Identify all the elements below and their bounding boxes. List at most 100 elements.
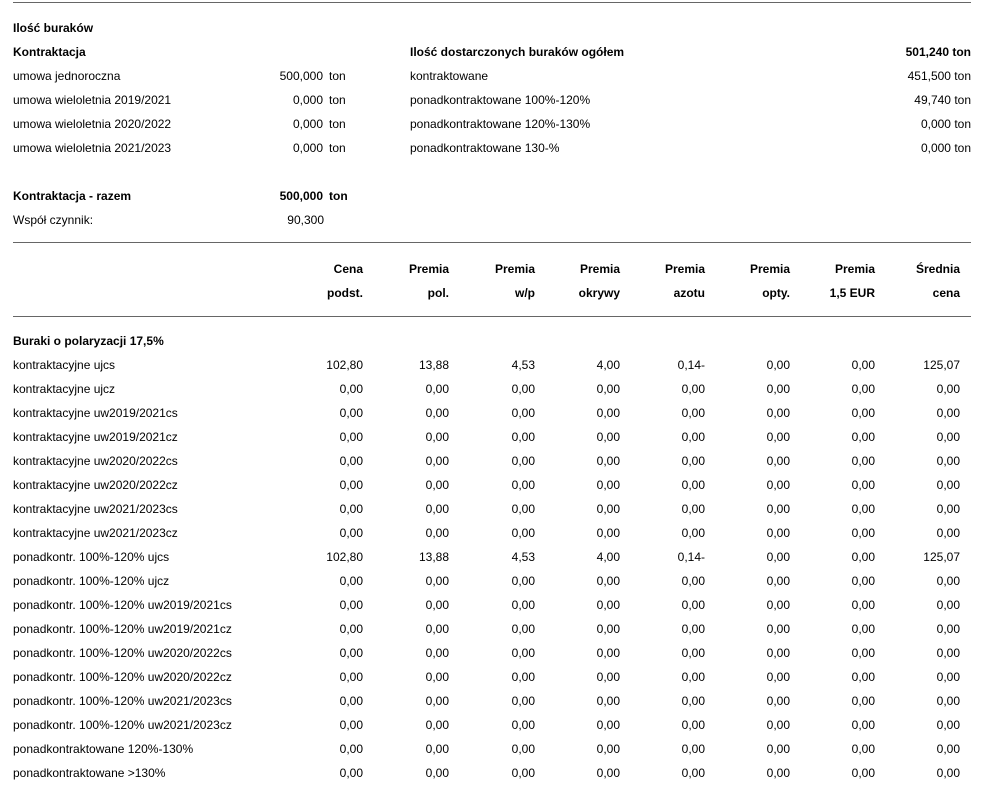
cell-value: 0,00 xyxy=(596,670,620,684)
row-label: ponadkontr. 100%-120% uw2020/2022cz xyxy=(13,670,232,684)
cell-value: 125,07 xyxy=(923,358,960,372)
row-label: ponadkontr. 100%-120% uw2019/2021cz xyxy=(13,622,232,636)
contract-label: umowa jednoroczna xyxy=(13,69,121,83)
cell-value: 0,00 xyxy=(936,406,960,420)
cell-value: 0,00 xyxy=(596,478,620,492)
cell-value: 0,00 xyxy=(339,430,363,444)
cell-value: 0,00 xyxy=(766,502,790,516)
cell-value: 0,00 xyxy=(511,574,535,588)
cell-value: 0,00 xyxy=(681,646,705,660)
cell-value: 0,00 xyxy=(851,382,875,396)
cell-value: 0,00 xyxy=(425,478,449,492)
contract-value: 0,000 xyxy=(292,117,323,131)
cell-value: 0,00 xyxy=(936,502,960,516)
cell-value: 0,00 xyxy=(339,718,363,732)
cell-value: 4,53 xyxy=(511,358,535,372)
delivered-total: 501,240 ton xyxy=(905,45,971,59)
cell-value: 0,00 xyxy=(851,718,875,732)
column-header: azotu xyxy=(673,286,705,300)
cell-value: 0,00 xyxy=(681,430,705,444)
cell-value: 0,00 xyxy=(936,526,960,540)
cell-value: 0,00 xyxy=(851,550,875,564)
cell-value: 102,80 xyxy=(326,358,363,372)
cell-value: 0,00 xyxy=(851,454,875,468)
cell-value: 0,00 xyxy=(339,670,363,684)
cell-value: 0,00 xyxy=(681,406,705,420)
column-header: 1,5 EUR xyxy=(829,286,875,300)
row-label: kontraktacyjne uw2020/2022cs xyxy=(13,454,178,468)
cell-value: 4,00 xyxy=(596,550,620,564)
cell-value: 0,00 xyxy=(339,646,363,660)
cell-value: 0,00 xyxy=(851,526,875,540)
cell-value: 0,00 xyxy=(681,670,705,684)
factor-value: 90,300 xyxy=(287,213,324,227)
cell-value: 0,00 xyxy=(339,382,363,396)
cell-value: 0,00 xyxy=(851,598,875,612)
row-label: ponadkontr. 100%-120% uw2021/2023cs xyxy=(13,694,232,708)
contract-unit: ton xyxy=(329,141,346,155)
cell-value: 0,00 xyxy=(511,670,535,684)
cell-value: 0,00 xyxy=(681,718,705,732)
cell-value: 0,00 xyxy=(596,430,620,444)
cell-value: 0,00 xyxy=(851,766,875,780)
cell-value: 0,00 xyxy=(851,670,875,684)
row-label: kontraktacyjne uw2021/2023cs xyxy=(13,502,178,516)
cell-value: 0,00 xyxy=(511,478,535,492)
cell-value: 0,00 xyxy=(596,742,620,756)
column-header: opty. xyxy=(762,286,790,300)
contract-label: umowa wieloletnia 2020/2022 xyxy=(13,117,172,131)
contract-label: umowa wieloletnia 2019/2021 xyxy=(13,93,172,107)
cell-value: 0,00 xyxy=(425,574,449,588)
cell-value: 0,00 xyxy=(339,694,363,708)
row-label: ponadkontr. 100%-120% uw2020/2022cs xyxy=(13,646,232,660)
column-header: Premia xyxy=(749,262,790,276)
column-header: Premia xyxy=(834,262,875,276)
cell-value: 102,80 xyxy=(326,550,363,564)
cell-value: 0,00 xyxy=(425,742,449,756)
cell-value: 0,00 xyxy=(339,742,363,756)
cell-value: 0,00 xyxy=(425,622,449,636)
cell-value: 0,00 xyxy=(766,430,790,444)
cell-value: 13,88 xyxy=(418,358,449,372)
cell-value: 0,00 xyxy=(766,550,790,564)
cell-value: 0,00 xyxy=(851,478,875,492)
cell-value: 0,00 xyxy=(851,430,875,444)
cell-value: 0,00 xyxy=(851,502,875,516)
column-header: okrywy xyxy=(578,286,620,300)
delivered-label: kontraktowane xyxy=(410,69,489,83)
cell-value: 0,00 xyxy=(511,622,535,636)
cell-value: 0,00 xyxy=(425,502,449,516)
cell-value: 0,00 xyxy=(596,718,620,732)
cell-value: 0,00 xyxy=(425,526,449,540)
cell-value: 0,00 xyxy=(511,430,535,444)
cell-value: 125,07 xyxy=(923,550,960,564)
cell-value: 0,00 xyxy=(681,622,705,636)
cell-value: 0,00 xyxy=(596,526,620,540)
cell-value: 0,00 xyxy=(936,478,960,492)
cell-value: 0,00 xyxy=(339,598,363,612)
cell-value: 0,14- xyxy=(677,358,705,372)
cell-value: 0,00 xyxy=(936,646,960,660)
row-label: kontraktacyjne ujcs xyxy=(13,358,116,372)
cell-value: 0,00 xyxy=(681,502,705,516)
contract-total-value: 500,000 xyxy=(279,189,323,203)
cell-value: 0,00 xyxy=(766,526,790,540)
delivered-value: 49,740 ton xyxy=(914,93,971,107)
row-label: kontraktacyjne uw2021/2023cz xyxy=(13,526,178,540)
cell-value: 0,00 xyxy=(936,574,960,588)
cell-value: 0,00 xyxy=(681,574,705,588)
cell-value: 0,00 xyxy=(851,694,875,708)
row-label: ponadkontraktowane 120%-130% xyxy=(13,742,194,756)
row-label: ponadkontraktowane >130% xyxy=(13,766,166,780)
delivered-label: ponadkontraktowane 120%-130% xyxy=(410,117,591,131)
cell-value: 0,00 xyxy=(766,382,790,396)
cell-value: 0,00 xyxy=(681,598,705,612)
cell-value: 0,00 xyxy=(511,406,535,420)
cell-value: 0,00 xyxy=(766,718,790,732)
cell-value: 0,00 xyxy=(766,454,790,468)
cell-value: 0,00 xyxy=(596,598,620,612)
cell-value: 0,00 xyxy=(681,454,705,468)
cell-value: 0,00 xyxy=(936,598,960,612)
cell-value: 0,00 xyxy=(511,454,535,468)
cell-value: 0,00 xyxy=(425,646,449,660)
